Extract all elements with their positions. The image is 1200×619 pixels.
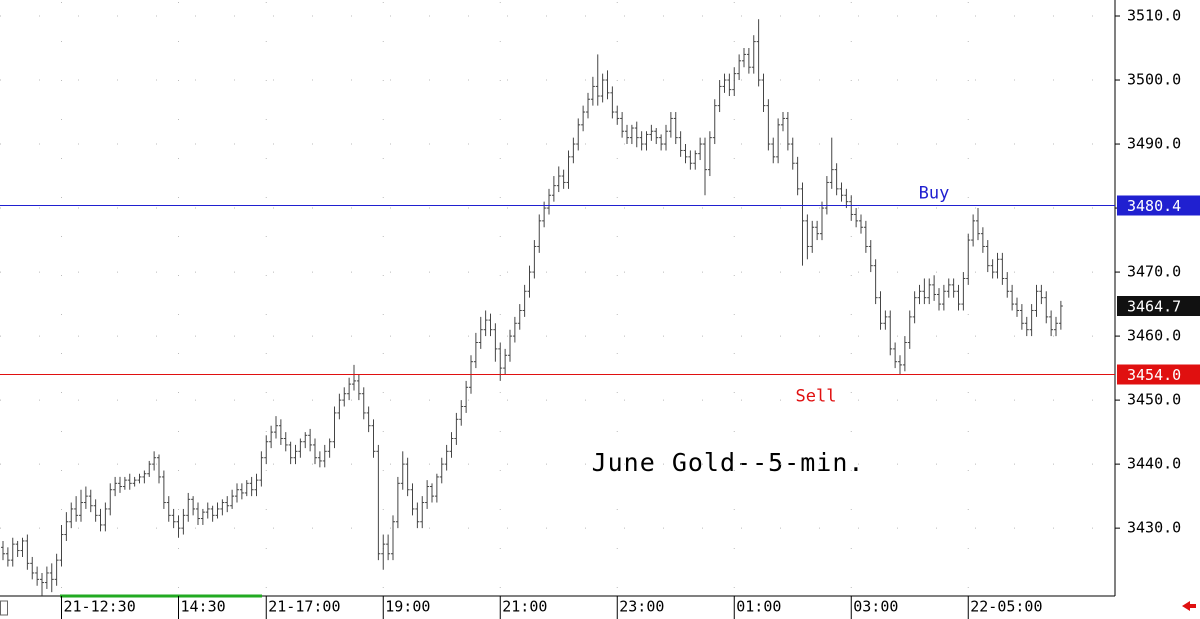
scroll-arrow[interactable] bbox=[1182, 601, 1196, 611]
x-tick-label: 01:00 bbox=[736, 598, 781, 616]
x-tick-label: 03:00 bbox=[853, 598, 898, 616]
y-tick-label: 3470.0 bbox=[1127, 263, 1181, 281]
scroll-box bbox=[0, 600, 8, 616]
level-label: Buy bbox=[919, 183, 950, 203]
level-value: 3454.0 bbox=[1127, 366, 1181, 384]
chart-title: June Gold--5-min. bbox=[592, 448, 865, 477]
last-price-box bbox=[1117, 296, 1200, 317]
x-tick-label: 21-12:30 bbox=[64, 598, 136, 616]
x-tick-label: 21:00 bbox=[502, 598, 547, 616]
x-tick-label: 19:00 bbox=[385, 598, 430, 616]
y-tick-label: 3450.0 bbox=[1127, 391, 1181, 409]
level-value: 3480.4 bbox=[1127, 197, 1181, 215]
level-box bbox=[1117, 195, 1200, 216]
x-tick-label: 23:00 bbox=[619, 598, 664, 616]
x-tick-label: 14:30 bbox=[181, 598, 226, 616]
y-tick-label: 3460.0 bbox=[1127, 327, 1181, 345]
y-tick-label: 3500.0 bbox=[1127, 71, 1181, 89]
last-price: 3464.7 bbox=[1127, 298, 1181, 316]
x-tick-label: 22-05:00 bbox=[970, 598, 1042, 616]
x-tick-label: 21-17:00 bbox=[268, 598, 340, 616]
y-tick-label: 3490.0 bbox=[1127, 135, 1181, 153]
level-label: Sell bbox=[796, 387, 837, 407]
y-tick-label: 3510.0 bbox=[1127, 7, 1181, 25]
y-tick-label: 3440.0 bbox=[1127, 455, 1181, 473]
level-box bbox=[1117, 364, 1200, 385]
y-tick-label: 3430.0 bbox=[1127, 519, 1181, 537]
